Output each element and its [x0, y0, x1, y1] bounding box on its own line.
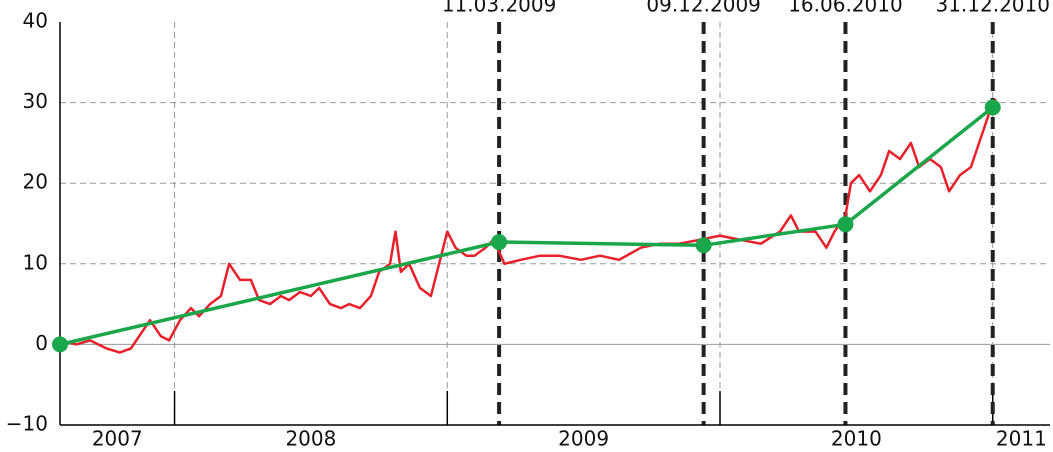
- series-line: [59, 98, 997, 354]
- x-tick-label: 2010: [831, 427, 882, 451]
- x-tick-label: 2008: [285, 427, 336, 451]
- y-tick-label: 20: [23, 170, 48, 194]
- point-marker: [491, 234, 508, 251]
- point-marker: [52, 336, 68, 353]
- y-tick-label: −10: [6, 412, 48, 436]
- annotation-label: 09.12.2009: [646, 0, 761, 17]
- annotation-label: 11.03.2009: [442, 0, 557, 17]
- point-marker: [984, 99, 1001, 116]
- x-tick-label: 2009: [558, 427, 609, 451]
- annotation-label: 31.12.2010: [935, 0, 1050, 17]
- y-tick-label: 10: [23, 250, 48, 274]
- annotation-label: 16.06.2010: [788, 0, 903, 17]
- point-marker: [837, 216, 854, 233]
- point-marker: [695, 237, 712, 254]
- y-tick-label: 40: [23, 9, 48, 33]
- y-tick-label: 30: [23, 89, 48, 113]
- x-tick-label: 2007: [92, 427, 143, 451]
- y-tick-label: 0: [35, 331, 48, 355]
- x-tick-label: 2011: [996, 427, 1047, 451]
